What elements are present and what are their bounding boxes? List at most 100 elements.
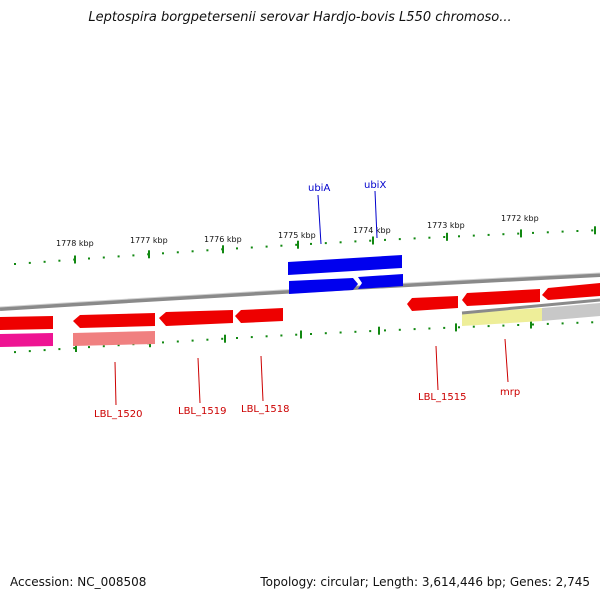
ruler-major-tick (372, 236, 374, 245)
ruler-minor-tick (369, 239, 372, 242)
feature-pink[interactable] (0, 333, 53, 347)
accession-text: Accession: NC_008508 (10, 575, 147, 589)
ruler-minor-tick (162, 252, 164, 255)
gene-arrow-LBL_1518[interactable] (235, 308, 283, 323)
ruler-label: 1775 kbp (278, 231, 316, 240)
gene-label-LBL_1519[interactable]: LBL_1519 (178, 406, 226, 417)
leader-line-ubiX (374, 190, 378, 239)
ruler-minor-tick (502, 324, 505, 327)
ruler-minor-tick (117, 344, 120, 347)
ruler-minor-tick (384, 329, 386, 332)
ruler-minor-tick (384, 238, 386, 241)
ruler-minor-tick (458, 235, 460, 238)
ruler-minor-tick (443, 326, 446, 329)
ruler-major-tick (224, 334, 226, 343)
ruler-minor-tick (413, 328, 416, 331)
feature-salmon[interactable] (73, 331, 155, 346)
ruler-minor-tick (398, 328, 401, 331)
ruler-label: 1777 kbp (130, 236, 168, 245)
ruler-minor-tick (324, 332, 327, 335)
ruler-major-tick (378, 326, 380, 335)
ruler-minor-tick (517, 324, 520, 326)
gene-arrow-ubiA-region[interactable] (288, 255, 402, 275)
ruler-major-tick (297, 240, 299, 249)
ruler-minor-tick (28, 350, 31, 353)
gene-label-ubiA[interactable]: ubiA (308, 183, 330, 194)
ruler-label: 1773 kbp (427, 221, 465, 230)
ruler-minor-tick (532, 231, 534, 234)
ruler-major-tick (222, 245, 224, 254)
ruler-minor-tick (280, 334, 283, 337)
gene-arrow-LBL_1515[interactable] (407, 296, 458, 311)
ruler-minor-tick (191, 339, 194, 342)
ruler-major-tick (300, 330, 302, 339)
ruler-minor-tick (369, 330, 372, 333)
map-title: Leptospira borgpetersenii serovar Hardjo… (88, 10, 512, 25)
ruler-major-tick (74, 255, 76, 264)
gene-arrow-LBL_1519[interactable] (159, 310, 233, 326)
gene-arrow[interactable] (542, 283, 600, 300)
ruler-minor-tick (265, 335, 268, 338)
ruler-minor-tick (354, 240, 357, 243)
gene-label-LBL_1520[interactable]: LBL_1520 (94, 409, 142, 420)
gene-arrow-LBL_1520[interactable] (73, 313, 155, 328)
ruler-minor-tick (576, 321, 579, 324)
ruler-minor-tick (487, 325, 490, 328)
ruler-minor-tick (43, 349, 46, 352)
ruler-minor-tick (117, 255, 120, 258)
ruler-minor-tick (14, 351, 16, 354)
leader-line-LBL_1520 (114, 361, 117, 406)
ruler-minor-tick (295, 243, 298, 246)
ruler-minor-tick (236, 247, 238, 250)
ruler-minor-tick (28, 261, 31, 264)
ruler-minor-tick (428, 327, 431, 330)
ruler-minor-tick (176, 340, 179, 343)
ruler-minor-tick (561, 230, 564, 233)
ruler-minor-tick (532, 323, 534, 326)
gene-label-LBL_1518[interactable]: LBL_1518 (241, 404, 289, 415)
ruler-minor-tick (236, 337, 238, 339)
ruler-minor-tick (354, 330, 357, 333)
ruler-minor-tick (58, 259, 61, 262)
ruler-minor-tick (591, 229, 594, 232)
feature-outline-gray (461, 298, 600, 315)
ruler-minor-tick (206, 338, 209, 341)
ruler-major-tick (594, 226, 596, 235)
ruler-minor-tick (280, 244, 283, 247)
ruler-minor-tick (576, 230, 579, 232)
ruler-minor-tick (73, 347, 76, 350)
ruler-major-tick (75, 344, 77, 352)
gene-label-ubiX[interactable]: ubiX (364, 180, 386, 191)
ruler-minor-tick (191, 250, 194, 253)
gene-label-LBL_1515[interactable]: LBL_1515 (418, 392, 466, 403)
ruler-label: 1776 kbp (204, 235, 242, 244)
ruler-minor-tick (339, 331, 342, 334)
gene-arrow[interactable] (0, 316, 53, 330)
ruler-minor-tick (58, 348, 61, 351)
ruler-minor-tick (102, 345, 105, 348)
ruler-minor-tick (295, 333, 298, 336)
gene-label-mrp[interactable]: mrp (500, 387, 520, 398)
ruler-minor-tick (487, 233, 490, 236)
ruler-label: 1772 kbp (501, 214, 539, 223)
upper-tick-ruler (14, 226, 596, 265)
ruler-minor-tick (324, 242, 327, 245)
ruler-major-tick (455, 323, 457, 332)
ruler-label: 1778 kbp (56, 239, 94, 248)
ruler-minor-tick (472, 325, 475, 328)
topology-text: Topology: circular; Length: 3,614,446 bp… (260, 575, 590, 589)
ruler-major-tick (148, 250, 150, 259)
ruler-minor-tick (102, 256, 105, 259)
gene-arrow-ubiA[interactable] (289, 278, 358, 294)
lower-tick-ruler (14, 320, 594, 354)
ruler-minor-tick (561, 322, 564, 325)
ruler-minor-tick (206, 249, 209, 252)
ruler-major-tick (520, 229, 522, 238)
gene-arrow[interactable] (462, 289, 540, 306)
ruler-minor-tick (310, 333, 312, 335)
ruler-minor-tick (546, 231, 549, 234)
gene-arrow-ubiX[interactable] (358, 274, 403, 289)
ruler-minor-tick (250, 246, 253, 249)
feature-gray[interactable] (542, 303, 600, 321)
